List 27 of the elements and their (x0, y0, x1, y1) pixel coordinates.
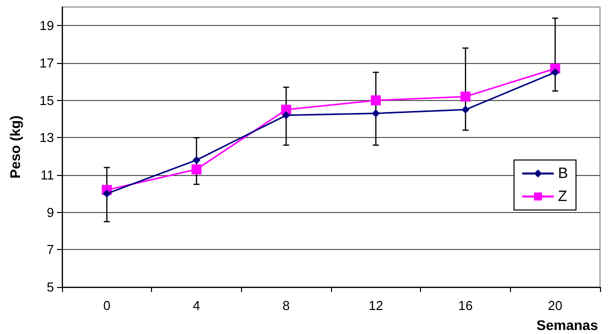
legend-label: Z (558, 188, 568, 205)
point (372, 109, 380, 118)
y-tick-label: 11 (40, 168, 54, 182)
point (282, 111, 290, 120)
y-tick-label: 7 (46, 242, 54, 258)
point (370, 95, 381, 106)
x-tick-label: 20 (548, 298, 562, 313)
point (462, 106, 470, 114)
x-axis-title: Semanas (536, 317, 598, 333)
y-tick-label: 15 (40, 92, 54, 108)
point (192, 156, 200, 164)
point (192, 164, 202, 174)
point (102, 190, 111, 198)
y-tick-label: 19 (40, 18, 54, 34)
y-tick-label: 9 (46, 204, 54, 220)
x-tick-label: 16 (458, 298, 473, 313)
y-tick-label: 17 (40, 56, 54, 70)
point (460, 92, 470, 102)
y-axis-title: Peso (kg) (7, 115, 23, 179)
x-tick-label: 12 (368, 298, 384, 313)
y-tick-label: 13 (40, 130, 54, 146)
x-tick-label: 4 (192, 298, 200, 313)
point (551, 68, 560, 76)
x-tick-label: 0 (103, 298, 110, 313)
x-tick-label: 8 (282, 298, 290, 313)
legend-label: B (558, 165, 568, 182)
y-tick-label: 5 (46, 280, 54, 294)
